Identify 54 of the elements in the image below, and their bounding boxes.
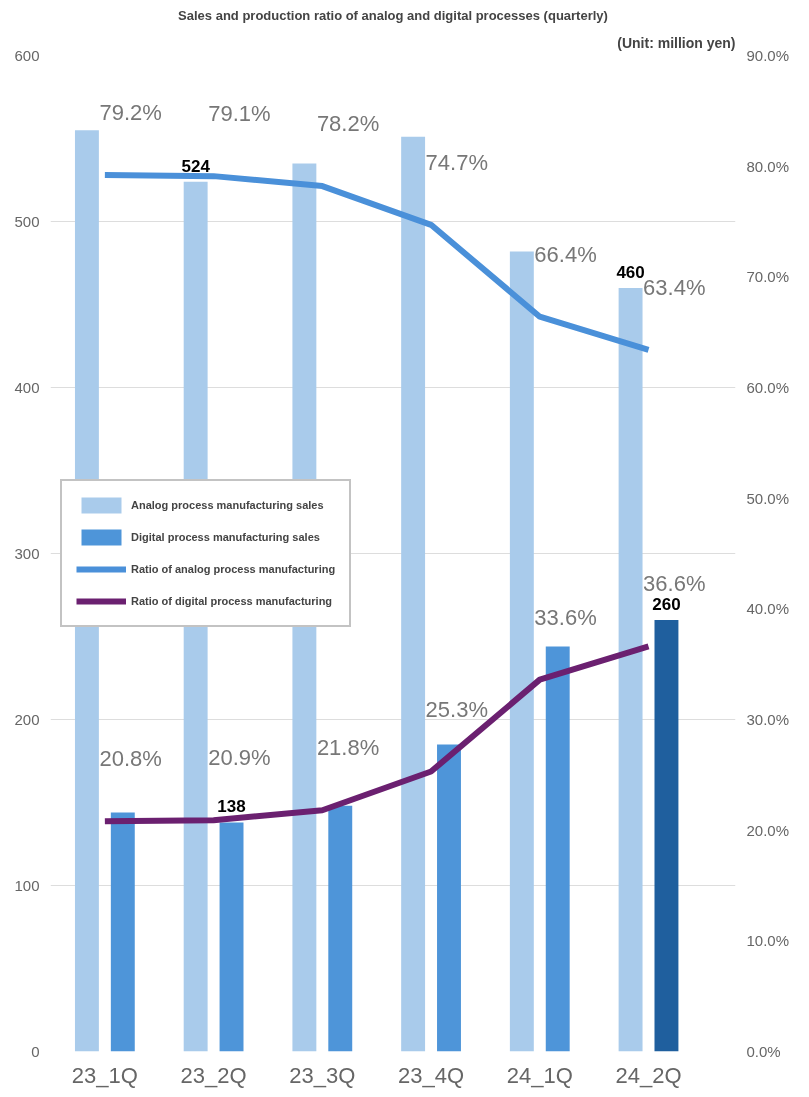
x-tick-label: 24_1Q [506,1062,573,1088]
y2-tick-label: 40.0% [746,600,790,618]
data-label: 138 [217,797,246,817]
data-label: 74.7% [425,149,489,175]
y2-tick-label: 80.0% [746,157,790,175]
y2-tick-label: 0.0% [746,1043,781,1060]
y2-tick-label: 90.0% [746,47,790,64]
bar [509,251,534,1052]
chart-title: Sales and production ratio of analog and digital processes (quarterly) [178,7,608,23]
data-label: 25.3% [425,696,489,722]
data-label: 524 [181,156,211,176]
bar [328,805,353,1052]
data-label: 63.4% [643,274,706,300]
y-tick-label: 0 [31,1042,40,1060]
y2-tick-label: 10.0% [746,932,790,950]
legend-label: Analog process manufacturing sales [131,499,324,511]
data-label: 36.6% [643,571,706,597]
y-tick-label: 200 [14,710,40,728]
data-label: 20.8% [99,746,162,772]
y-tick-label: 100 [14,876,40,894]
legend-label: Ratio of digital process manufacturing [131,595,333,607]
y2-tick-label: 30.0% [746,711,790,728]
data-label: 33.6% [534,604,597,630]
legend-label: Digital process manufacturing sales [131,531,320,543]
bar [545,646,570,1052]
bar [654,619,679,1052]
data-label: 260 [652,594,681,614]
y-tick-label: 300 [14,544,40,562]
x-tick-label: 23_2Q [180,1062,247,1088]
x-tick-label: 23_3Q [289,1062,356,1088]
y-tick-label: 600 [14,46,40,64]
legend-label: Ratio of analog process manufacturing [131,563,336,575]
x-tick-label: 23_1Q [71,1062,138,1088]
y2-tick-label: 50.0% [746,489,790,507]
data-label: 79.2% [99,100,162,126]
text: (Unit: million yen) [617,34,736,51]
y2-tick-label: 70.0% [746,268,790,286]
data-label: 79.1% [208,101,271,127]
data-label: 78.2% [316,111,380,137]
data-label: 66.4% [534,241,597,267]
bar [110,812,135,1052]
bar [219,822,244,1052]
y-tick-label: 500 [14,212,40,230]
x-tick-label: 23_4Q [398,1062,465,1088]
y-tick-label: 400 [14,378,40,396]
x-tick-label: 24_2Q [615,1062,682,1088]
bar [618,287,643,1052]
y2-tick-label: 20.0% [746,821,790,839]
bar [401,136,426,1052]
data-label: 21.8% [316,735,380,761]
y2-tick-label: 60.0% [746,379,790,396]
data-label: 20.9% [208,745,271,771]
data-label: 460 [616,262,645,282]
bar [437,744,461,1052]
